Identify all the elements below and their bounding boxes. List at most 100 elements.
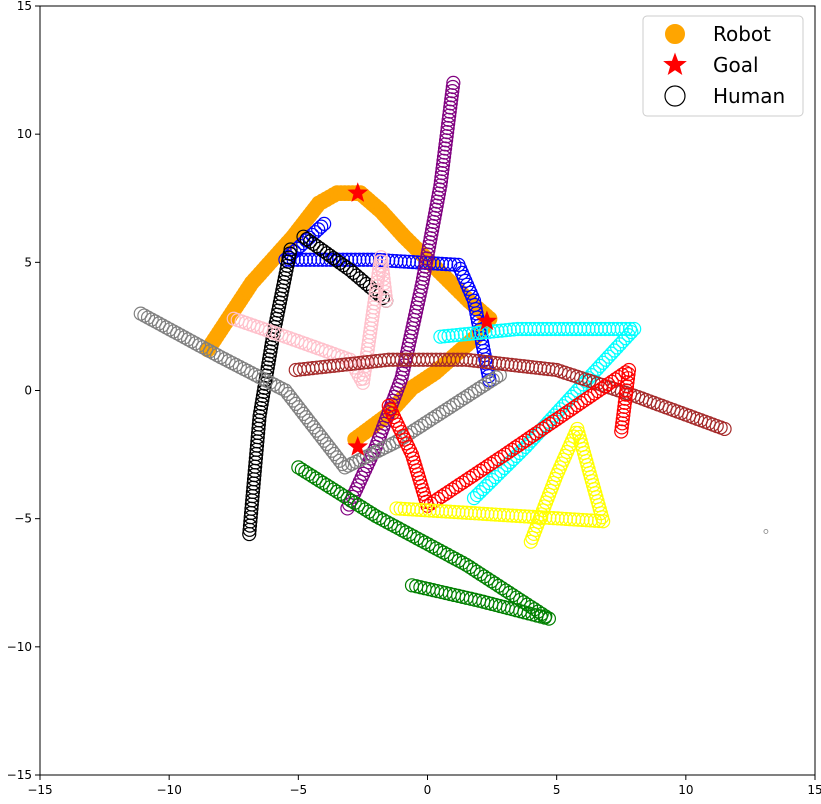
human-point <box>376 513 391 528</box>
human-point <box>457 391 472 406</box>
human-point <box>498 323 513 338</box>
goal-star <box>347 436 369 456</box>
human-point <box>618 365 633 380</box>
human-point <box>474 325 489 340</box>
goal-star <box>476 310 498 331</box>
human-point <box>417 535 432 550</box>
human-point <box>443 257 458 272</box>
human-trajectory-10 <box>389 421 611 549</box>
human-point <box>473 463 488 478</box>
human-point <box>577 393 592 408</box>
human-point <box>466 491 482 506</box>
human-point <box>462 560 477 575</box>
human-point <box>495 581 510 596</box>
human-point <box>439 402 454 417</box>
human-point <box>319 478 334 493</box>
human-point <box>312 473 327 488</box>
human-trajectory-11 <box>291 460 557 626</box>
human-point <box>378 284 393 300</box>
human-point <box>513 592 528 608</box>
human-point <box>449 327 464 343</box>
human-point <box>611 369 626 385</box>
human-point <box>445 328 460 343</box>
human-point <box>340 491 355 506</box>
human-point <box>329 484 345 499</box>
human-point <box>594 381 609 396</box>
human-point <box>473 567 488 582</box>
human-point <box>298 252 314 267</box>
human-point <box>432 407 447 422</box>
human-point <box>570 398 585 413</box>
human-point <box>352 252 367 267</box>
human-point <box>133 306 148 321</box>
human-point <box>436 545 451 560</box>
human-point <box>434 489 449 504</box>
human-point <box>482 374 497 390</box>
human-point <box>425 539 440 554</box>
human-point <box>180 332 196 347</box>
human-point <box>349 364 364 379</box>
human-point <box>383 517 399 532</box>
human-point <box>502 585 517 600</box>
human-point <box>455 475 470 490</box>
human-point <box>469 466 484 481</box>
human-point <box>210 348 225 363</box>
human-point <box>368 509 383 524</box>
human-point <box>365 506 380 521</box>
human-point <box>480 459 495 474</box>
human-point <box>453 327 468 342</box>
human-point <box>484 574 499 589</box>
human-trajectory-3 <box>296 229 394 308</box>
y-tick-label: −10 <box>7 640 32 654</box>
human-point <box>487 454 502 469</box>
human-point <box>421 537 436 552</box>
human-point <box>464 386 479 401</box>
human-point <box>356 252 371 267</box>
human-point <box>459 473 474 488</box>
human-point <box>404 578 420 593</box>
human-point <box>604 374 619 389</box>
human-point <box>502 322 517 337</box>
human-point <box>461 326 477 341</box>
human-point <box>162 322 177 337</box>
human-point <box>441 328 456 343</box>
human-point <box>490 452 506 467</box>
human-point <box>453 393 468 408</box>
human-point <box>459 557 474 572</box>
goal-star <box>347 182 369 202</box>
legend-item-human: Human <box>664 84 785 108</box>
human-point <box>469 564 485 579</box>
human-point <box>298 464 313 479</box>
human-point <box>159 320 174 335</box>
human-point <box>144 312 159 327</box>
human-point <box>202 344 218 359</box>
human-trajectory-2 <box>340 75 461 516</box>
human-point <box>170 326 185 341</box>
human-point <box>191 338 207 353</box>
human-point <box>417 416 433 431</box>
human-point <box>542 416 557 432</box>
x-tick-label: −5 <box>289 783 307 797</box>
human-point <box>448 480 463 495</box>
human-point <box>535 421 550 436</box>
human-point <box>492 368 507 383</box>
human-point <box>166 324 181 339</box>
human-point <box>466 468 481 483</box>
human-point <box>615 416 630 431</box>
human-point <box>322 480 338 495</box>
x-tick-label: 0 <box>424 783 432 797</box>
legend-label: Goal <box>713 53 759 77</box>
human-point <box>437 329 452 344</box>
human-point <box>410 531 425 546</box>
human-point <box>491 578 506 593</box>
human-point <box>155 318 170 333</box>
human-point <box>466 562 481 577</box>
human-point <box>444 549 459 564</box>
human-point <box>476 461 491 476</box>
human-point <box>494 323 509 338</box>
human-point <box>573 395 588 410</box>
human-point <box>506 322 521 337</box>
human-point <box>315 475 331 490</box>
human-point <box>469 488 485 503</box>
